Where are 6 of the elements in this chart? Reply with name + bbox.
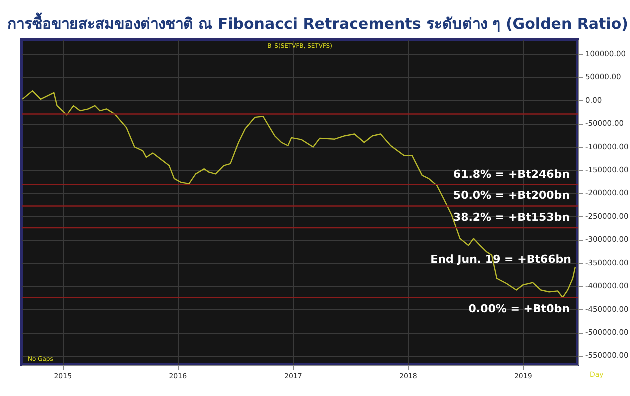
- ref-line-label: 61.8% = +Bt246bn: [453, 168, 570, 181]
- line-series: [22, 90, 576, 298]
- ref-line-label: 50.0% = +Bt200bn: [453, 189, 570, 202]
- ref-line-label: 38.2% = +Bt153bn: [453, 211, 570, 224]
- ref-line-label: 0.00% = +Bt0bn: [468, 302, 570, 316]
- chart-title: การซื้อขายสะสมของต่างชาติ ณ Fibonacci Retracements ระดับต่าง ๆ (Golden Ratio): [7, 12, 629, 33]
